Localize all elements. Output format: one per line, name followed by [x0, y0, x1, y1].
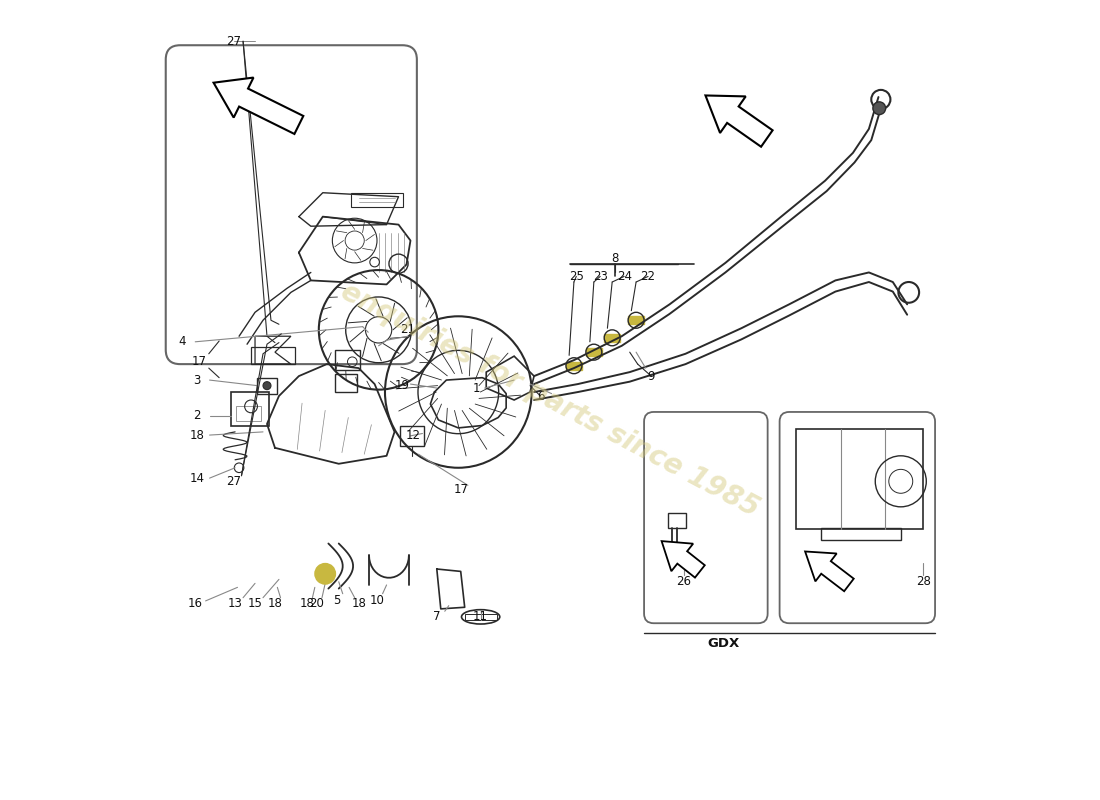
Text: enquiries for parts since 1985: enquiries for parts since 1985 [336, 278, 764, 522]
Text: 18: 18 [299, 597, 315, 610]
Text: 23: 23 [593, 270, 607, 283]
Text: 7: 7 [433, 610, 440, 623]
Text: 1: 1 [473, 382, 481, 394]
Text: 27: 27 [226, 475, 241, 488]
Polygon shape [213, 78, 304, 134]
Bar [334, 374, 358, 392]
Text: 17: 17 [191, 355, 207, 368]
Text: 27: 27 [226, 34, 241, 48]
Text: 18: 18 [189, 429, 205, 442]
Polygon shape [805, 551, 854, 591]
Bar [604, 334, 620, 342]
Text: 11: 11 [473, 610, 488, 623]
Circle shape [263, 382, 271, 390]
Bar [668, 514, 685, 527]
Text: 12: 12 [406, 430, 420, 442]
Bar [257, 378, 277, 394]
Text: 17: 17 [453, 482, 469, 496]
Text: 13: 13 [228, 597, 242, 610]
Text: GDX: GDX [707, 637, 740, 650]
Bar [821, 528, 901, 539]
Text: 25: 25 [569, 270, 584, 283]
Text: 6: 6 [537, 390, 544, 402]
Circle shape [316, 564, 334, 583]
Bar [795, 430, 923, 529]
Text: 14: 14 [189, 472, 205, 485]
Bar [334, 350, 361, 370]
Text: 28: 28 [915, 575, 931, 588]
Text: 5: 5 [333, 594, 341, 607]
Bar [235, 406, 262, 421]
Text: 18: 18 [351, 597, 366, 610]
Text: 10: 10 [370, 594, 384, 607]
Circle shape [873, 102, 886, 114]
Text: 19: 19 [395, 379, 410, 392]
Polygon shape [661, 541, 705, 578]
Text: 9: 9 [648, 370, 654, 382]
Bar [586, 348, 602, 356]
Text: 18: 18 [267, 597, 283, 610]
Bar [565, 362, 582, 370]
Bar [231, 392, 270, 426]
Text: 26: 26 [676, 575, 692, 588]
Bar [464, 614, 496, 620]
Text: 8: 8 [612, 251, 619, 265]
Text: 24: 24 [617, 270, 631, 283]
Text: 22: 22 [640, 270, 656, 283]
Bar [251, 346, 295, 364]
Text: 16: 16 [188, 597, 202, 610]
Bar [628, 316, 645, 324]
Text: 2: 2 [194, 410, 200, 422]
Text: 20: 20 [309, 597, 323, 610]
Text: 3: 3 [194, 374, 200, 386]
Polygon shape [705, 95, 772, 146]
Bar [400, 426, 424, 446]
Text: 15: 15 [248, 597, 263, 610]
Text: 21: 21 [400, 323, 416, 336]
Bar [351, 193, 403, 207]
Text: 4: 4 [178, 335, 186, 348]
